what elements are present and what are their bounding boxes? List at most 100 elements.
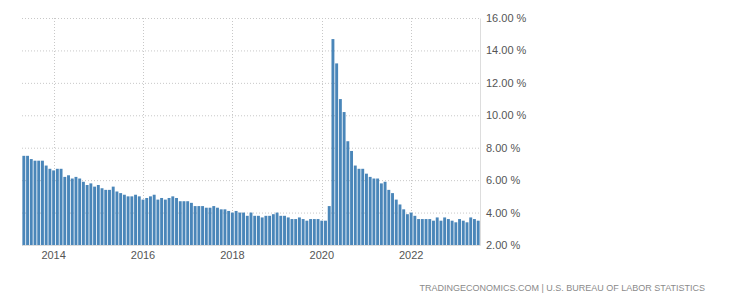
bar: [402, 209, 405, 245]
tick: 14.00 %: [480, 44, 527, 56]
bar: [186, 201, 189, 245]
axis-line: [23, 245, 481, 246]
bar: [454, 222, 457, 245]
bar: [317, 219, 320, 245]
bar: [331, 39, 334, 245]
bar: [30, 159, 33, 245]
bar: [477, 221, 480, 245]
bar: [283, 216, 286, 245]
tick-label: 2020: [310, 249, 334, 261]
bar: [346, 141, 349, 245]
tick-label: 16.00 %: [486, 12, 527, 24]
bar: [432, 221, 435, 245]
bar: [183, 201, 186, 245]
tick-label: 2018: [220, 249, 244, 261]
bar: [63, 177, 66, 245]
bar: [149, 196, 152, 245]
grid-line: [411, 18, 412, 245]
bar: [272, 214, 275, 245]
tick-label: 6.00 %: [486, 174, 520, 186]
bar: [41, 161, 44, 245]
bar: [425, 219, 428, 245]
bar: [156, 200, 159, 245]
bar: [223, 209, 226, 245]
bar: [78, 179, 81, 245]
bar: [119, 193, 122, 245]
bar: [376, 179, 379, 245]
bar: [227, 211, 230, 245]
tick-label: 14.00 %: [486, 44, 527, 56]
tick-label: 12.00 %: [486, 77, 527, 89]
bar: [361, 169, 364, 245]
bar: [145, 198, 148, 245]
bar: [205, 208, 208, 245]
bar: [93, 187, 96, 245]
bar: [242, 213, 245, 245]
bar: [45, 166, 48, 245]
tick-label: 2014: [41, 249, 65, 261]
bar: [320, 221, 323, 245]
bar: [246, 216, 249, 245]
bar: [399, 204, 402, 245]
bar: [264, 216, 267, 245]
bar: [313, 219, 316, 245]
bar: [279, 216, 282, 245]
bar: [466, 222, 469, 245]
bar: [305, 221, 308, 245]
bar: [380, 183, 383, 245]
bar: [439, 221, 442, 245]
bar: [194, 206, 197, 245]
grid-line: [22, 115, 480, 116]
bar: [413, 216, 416, 245]
bar: [67, 175, 70, 245]
bar: [358, 169, 361, 245]
bar: [130, 196, 133, 245]
tick-label: 2.00 %: [486, 239, 520, 251]
bar: [97, 185, 100, 245]
bar: [428, 219, 431, 245]
bar: [212, 206, 215, 245]
bar: [257, 216, 260, 245]
bar: [153, 195, 156, 245]
bar: [190, 203, 193, 245]
bar: [231, 213, 234, 245]
bar: [387, 190, 390, 245]
bar: [123, 195, 126, 245]
bar: [436, 217, 439, 245]
bar: [108, 190, 111, 245]
grid-line: [322, 18, 323, 245]
tick: 2014: [41, 245, 65, 261]
bar: [462, 221, 465, 245]
bar: [115, 191, 118, 245]
bar: [384, 182, 387, 245]
bar: [302, 219, 305, 245]
chart: 2.00 %4.00 %6.00 %8.00 %10.00 %12.00 %14…: [0, 0, 730, 300]
bar: [104, 190, 107, 245]
bar: [365, 174, 368, 245]
grid-line: [232, 18, 233, 245]
bar: [298, 217, 301, 245]
grid-line: [22, 245, 480, 246]
bar: [410, 213, 413, 245]
bar: [179, 201, 182, 245]
bar: [82, 182, 85, 245]
bar: [56, 169, 59, 245]
tick: 10.00 %: [480, 109, 527, 121]
bar: [447, 219, 450, 245]
y-axis: 2.00 %4.00 %6.00 %8.00 %10.00 %12.00 %14…: [480, 12, 527, 251]
bar: [26, 156, 29, 245]
axis-line: [480, 19, 481, 246]
tick: 12.00 %: [480, 77, 527, 89]
bar: [168, 198, 171, 245]
bar: [395, 200, 398, 245]
bar: [443, 217, 446, 245]
bar: [37, 161, 40, 245]
bar: [406, 214, 409, 245]
bar: [350, 151, 353, 245]
bar: [276, 213, 279, 245]
bar: [197, 206, 200, 245]
bar: [134, 195, 137, 245]
bar: [343, 112, 346, 245]
source: TRADINGECONOMICS.COM | U.S. BUREAU OF LA…: [419, 283, 705, 293]
bar: [86, 185, 89, 245]
